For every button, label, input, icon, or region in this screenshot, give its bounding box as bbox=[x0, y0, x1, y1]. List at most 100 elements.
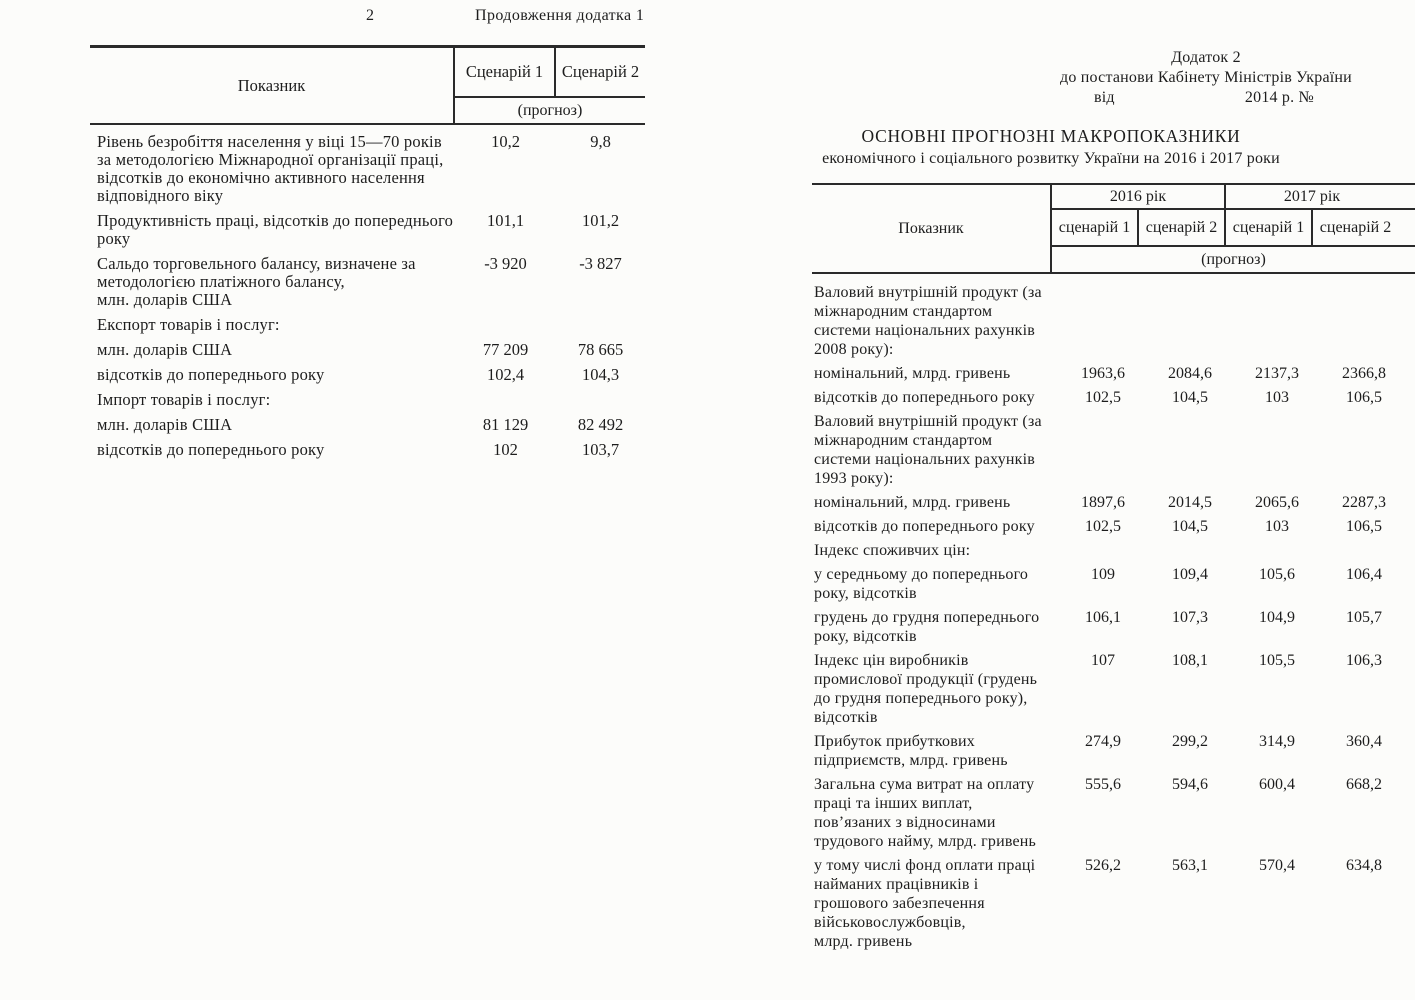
row-label: Валовий внутрішній продукт (за міжнародн… bbox=[814, 413, 1042, 487]
row-value-2017-s2 bbox=[1313, 541, 1415, 560]
scenario2-2017-header: сценарій 2 bbox=[1313, 210, 1415, 247]
right-table: Показник 2016 рік 2017 рік сценарій 1 сц… bbox=[812, 183, 1415, 956]
row-value-2016-s2: 2084,6 bbox=[1168, 365, 1212, 382]
row-value-s2 bbox=[556, 316, 645, 334]
scenario1-column-header: Сценарій 1 bbox=[455, 48, 556, 98]
row-value-2016-s2 bbox=[1139, 541, 1226, 560]
continuation-note: Продовження додатка 1 bbox=[475, 7, 645, 24]
row-value-2017-s2: 105,7 bbox=[1346, 609, 1382, 626]
row-value-s2: 104,3 bbox=[581, 365, 620, 384]
row-value-2016-s2: 299,2 bbox=[1172, 733, 1208, 750]
row-label: Індекс цін виробників промислової продук… bbox=[814, 652, 1038, 726]
row-value-2017-s2: 106,4 bbox=[1346, 566, 1382, 583]
table-row: Сальдо торговельного балансу, визначене … bbox=[90, 255, 645, 309]
table-row: у тому числі фонд оплати праці найманих … bbox=[812, 856, 1415, 951]
scenario2-2016-header: сценарій 2 bbox=[1139, 210, 1226, 247]
scenario1-2016-header: сценарій 1 bbox=[1052, 210, 1139, 247]
row-value-s2: 78 665 bbox=[577, 340, 624, 359]
row-value-s1 bbox=[455, 316, 556, 334]
row-value-2017-s1: 105,5 bbox=[1259, 652, 1295, 669]
table-row-group: Експорт товарів і послуг: bbox=[90, 316, 645, 334]
row-value-2016-s1: 107 bbox=[1091, 652, 1115, 669]
row-value-2017-s2: 106,3 bbox=[1346, 652, 1382, 669]
row-label: Імпорт товарів і послуг: bbox=[97, 390, 271, 409]
row-label: Рівень безробіття населення у віці 15—70… bbox=[97, 132, 444, 205]
row-value-2016-s1: 526,2 bbox=[1085, 857, 1121, 874]
row-value-s1: 102 bbox=[493, 440, 518, 459]
row-label: млн. доларів США bbox=[97, 415, 233, 434]
row-value-2017-s2: 668,2 bbox=[1346, 776, 1382, 793]
row-label: Загальна сума витрат на оплату праці та … bbox=[814, 776, 1037, 850]
row-value-2017-s1: 600,4 bbox=[1259, 776, 1295, 793]
row-value-2016-s1: 1897,6 bbox=[1081, 494, 1125, 511]
indicator-column-header: Показник bbox=[812, 185, 1052, 272]
left-table-header: Показник Сценарій 1 Сценарій 2 (прогноз) bbox=[90, 45, 645, 125]
row-label: грудень до грудня попереднього року, від… bbox=[814, 609, 1040, 645]
row-value-2016-s1 bbox=[1052, 541, 1139, 560]
table-row: номінальний, млрд. гривень 1897,6 2014,5 20… bbox=[812, 493, 1415, 512]
scenario1-2017-header: сценарій 1 bbox=[1226, 210, 1313, 247]
row-label: Прибуток прибуткових підприємств, млрд. … bbox=[814, 733, 1008, 769]
row-value-2016-s1 bbox=[1052, 412, 1139, 488]
row-value-s2: 103,7 bbox=[581, 440, 620, 459]
year-2016-header: 2016 рік bbox=[1052, 185, 1226, 210]
row-label: відсотків до попереднього року bbox=[814, 518, 1035, 535]
indicator-column-header: Показник bbox=[90, 48, 455, 123]
row-label: відсотків до попереднього року bbox=[814, 389, 1035, 406]
row-value-2017-s1: 103 bbox=[1265, 389, 1289, 406]
right-table-header: Показник 2016 рік 2017 рік сценарій 1 сц… bbox=[812, 183, 1415, 274]
year-2017-header: 2017 рік bbox=[1226, 185, 1415, 210]
table-row: млн. доларів США 77 209 78 665 bbox=[90, 341, 645, 359]
table-row: Рівень безробіття населення у віці 15—70… bbox=[90, 133, 645, 205]
table-row: відсотків до попереднього року 102 103,7 bbox=[90, 441, 645, 459]
row-value-2017-s2 bbox=[1313, 412, 1415, 488]
row-value-2016-s2 bbox=[1139, 412, 1226, 488]
table-row: номінальний, млрд. гривень 1963,6 2084,6 21… bbox=[812, 364, 1415, 383]
row-value-s1: 81 129 bbox=[482, 415, 529, 434]
annex-block: Додаток 2 до постанови Кабінету Міністрі… bbox=[1058, 48, 1354, 108]
table-row-group: Імпорт товарів і послуг: bbox=[90, 391, 645, 409]
left-table-body: Рівень безробіття населення у віці 15—70… bbox=[90, 125, 645, 459]
row-value-s2: 9,8 bbox=[590, 132, 611, 151]
row-value-2017-s1 bbox=[1226, 412, 1313, 488]
row-value-s1: 77 209 bbox=[482, 340, 529, 359]
table-row: Прибуток прибуткових підприємств, млрд. … bbox=[812, 732, 1415, 770]
row-label: млн. доларів США bbox=[97, 340, 233, 359]
right-table-body: Валовий внутрішній продукт (за міжнародн… bbox=[812, 274, 1415, 951]
row-value-2017-s2: 106,5 bbox=[1346, 518, 1382, 535]
table-row-group: Індекс споживчих цін: bbox=[812, 541, 1415, 560]
row-value-2016-s1: 1963,6 bbox=[1081, 365, 1125, 382]
table-row-group: Валовий внутрішній продукт (за міжнародн… bbox=[812, 412, 1415, 488]
row-label: Індекс споживчих цін: bbox=[814, 542, 971, 559]
row-label: Продуктивність праці, відсотків до попер… bbox=[97, 211, 454, 248]
row-label: відсотків до попереднього року bbox=[97, 365, 325, 384]
table-row: відсотків до попереднього року 102,5 104,5… bbox=[812, 517, 1415, 536]
annex-line3: від 2014 р. № bbox=[1058, 88, 1354, 108]
forecast-note: (прогноз) bbox=[1201, 250, 1266, 268]
row-value-2017-s1 bbox=[1226, 283, 1313, 359]
document-title: ОСНОВНІ ПРОГНОЗНІ МАКРОПОКАЗНИКИ bbox=[861, 126, 1241, 146]
row-label: Експорт товарів і послуг: bbox=[97, 315, 280, 334]
row-label: Сальдо торговельного балансу, визначене … bbox=[97, 254, 416, 309]
row-value-2016-s2 bbox=[1139, 283, 1226, 359]
annex-date-label: 2014 р. № bbox=[1244, 89, 1314, 106]
annex-line1: Додаток 2 bbox=[1171, 49, 1241, 66]
row-value-2016-s2: 107,3 bbox=[1172, 609, 1208, 626]
row-value-2016-s1: 102,5 bbox=[1085, 389, 1121, 406]
row-label: у середньому до попереднього року, відсо… bbox=[814, 566, 1029, 602]
forecast-note: (прогноз) bbox=[517, 101, 583, 119]
row-value-2016-s2: 109,4 bbox=[1172, 566, 1208, 583]
row-value-2017-s1 bbox=[1226, 541, 1313, 560]
row-value-2017-s2: 2287,3 bbox=[1342, 494, 1386, 511]
table-row: Загальна сума витрат на оплату праці та … bbox=[812, 775, 1415, 851]
row-value-2017-s1: 105,6 bbox=[1259, 566, 1295, 583]
row-value-s1: -3 920 bbox=[484, 254, 527, 273]
row-value-2016-s1: 106,1 bbox=[1085, 609, 1121, 626]
row-value-2016-s1 bbox=[1052, 283, 1139, 359]
row-label: Валовий внутрішній продукт (за міжнародн… bbox=[814, 284, 1042, 358]
row-value-2017-s2: 360,4 bbox=[1346, 733, 1382, 750]
left-table: Показник Сценарій 1 Сценарій 2 (прогноз)… bbox=[90, 45, 645, 466]
row-value-s1: 101,1 bbox=[486, 211, 525, 230]
row-value-2017-s2 bbox=[1313, 283, 1415, 359]
row-label: номінальний, млрд. гривень bbox=[814, 494, 1011, 511]
